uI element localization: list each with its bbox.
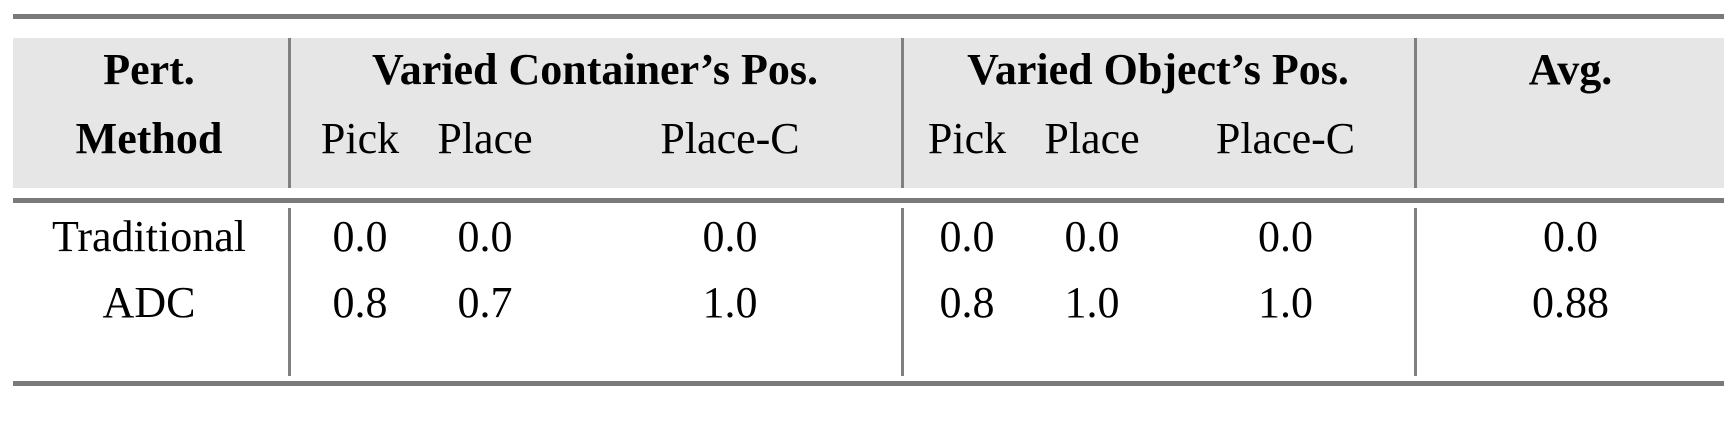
cell-traditional-g1-place: 0.0 <box>457 212 513 261</box>
cell-adc-g2-place-c: 1.0 <box>1258 278 1313 327</box>
table-row: Traditional <box>52 212 246 261</box>
header-subcol-g1-place-c: Place-C <box>660 114 800 163</box>
header-group-varied-containers-pos: Varied Container’s Pos. <box>371 45 819 94</box>
header-group-varied-objects-pos: Varied Object’s Pos. <box>967 45 1349 94</box>
header-subcol-g1-pick: Pick <box>320 114 400 163</box>
header-subcol-g1-place: Place <box>437 114 533 163</box>
vrule-header-method-group1 <box>288 38 291 188</box>
header-group-avg: Avg. <box>1528 45 1613 94</box>
table-header-rule <box>13 198 1724 203</box>
header-shade-band <box>13 38 1724 188</box>
cell-traditional-g1-place-c: 0.0 <box>702 212 758 261</box>
vrule-header-group1-group2 <box>901 38 904 188</box>
header-method-line1: Pert. <box>103 45 195 94</box>
table-top-rule <box>13 14 1724 19</box>
table-bottom-rule <box>13 381 1724 386</box>
cell-adc-avg: 0.88 <box>1532 278 1609 327</box>
cell-traditional-g1-pick: 0.0 <box>332 212 388 261</box>
header-subcol-g2-place-c: Place-C <box>1215 114 1356 163</box>
vrule-body-group1-group2 <box>901 208 904 376</box>
cell-adc-g2-place: 1.0 <box>1064 278 1120 327</box>
cell-traditional-g2-place: 0.0 <box>1064 212 1120 261</box>
cell-adc-g1-place-c: 1.0 <box>702 278 758 327</box>
vrule-header-group2-avg <box>1414 38 1417 188</box>
cell-adc-g1-pick: 0.8 <box>332 278 388 327</box>
vrule-body-method-group1 <box>288 208 291 376</box>
vrule-body-group2-avg <box>1414 208 1417 376</box>
header-subcol-g2-place: Place <box>1044 114 1140 163</box>
header-method-line2: Method <box>75 114 223 163</box>
cell-traditional-avg: 0.0 <box>1543 212 1598 261</box>
cell-adc-g2-pick: 0.8 <box>939 278 995 327</box>
cell-traditional-g2-pick: 0.0 <box>939 212 995 261</box>
table-row: ADC <box>102 278 196 327</box>
cell-adc-g1-place: 0.7 <box>457 278 513 327</box>
header-subcol-g2-pick: Pick <box>927 114 1007 163</box>
cell-traditional-g2-place-c: 0.0 <box>1258 212 1313 261</box>
